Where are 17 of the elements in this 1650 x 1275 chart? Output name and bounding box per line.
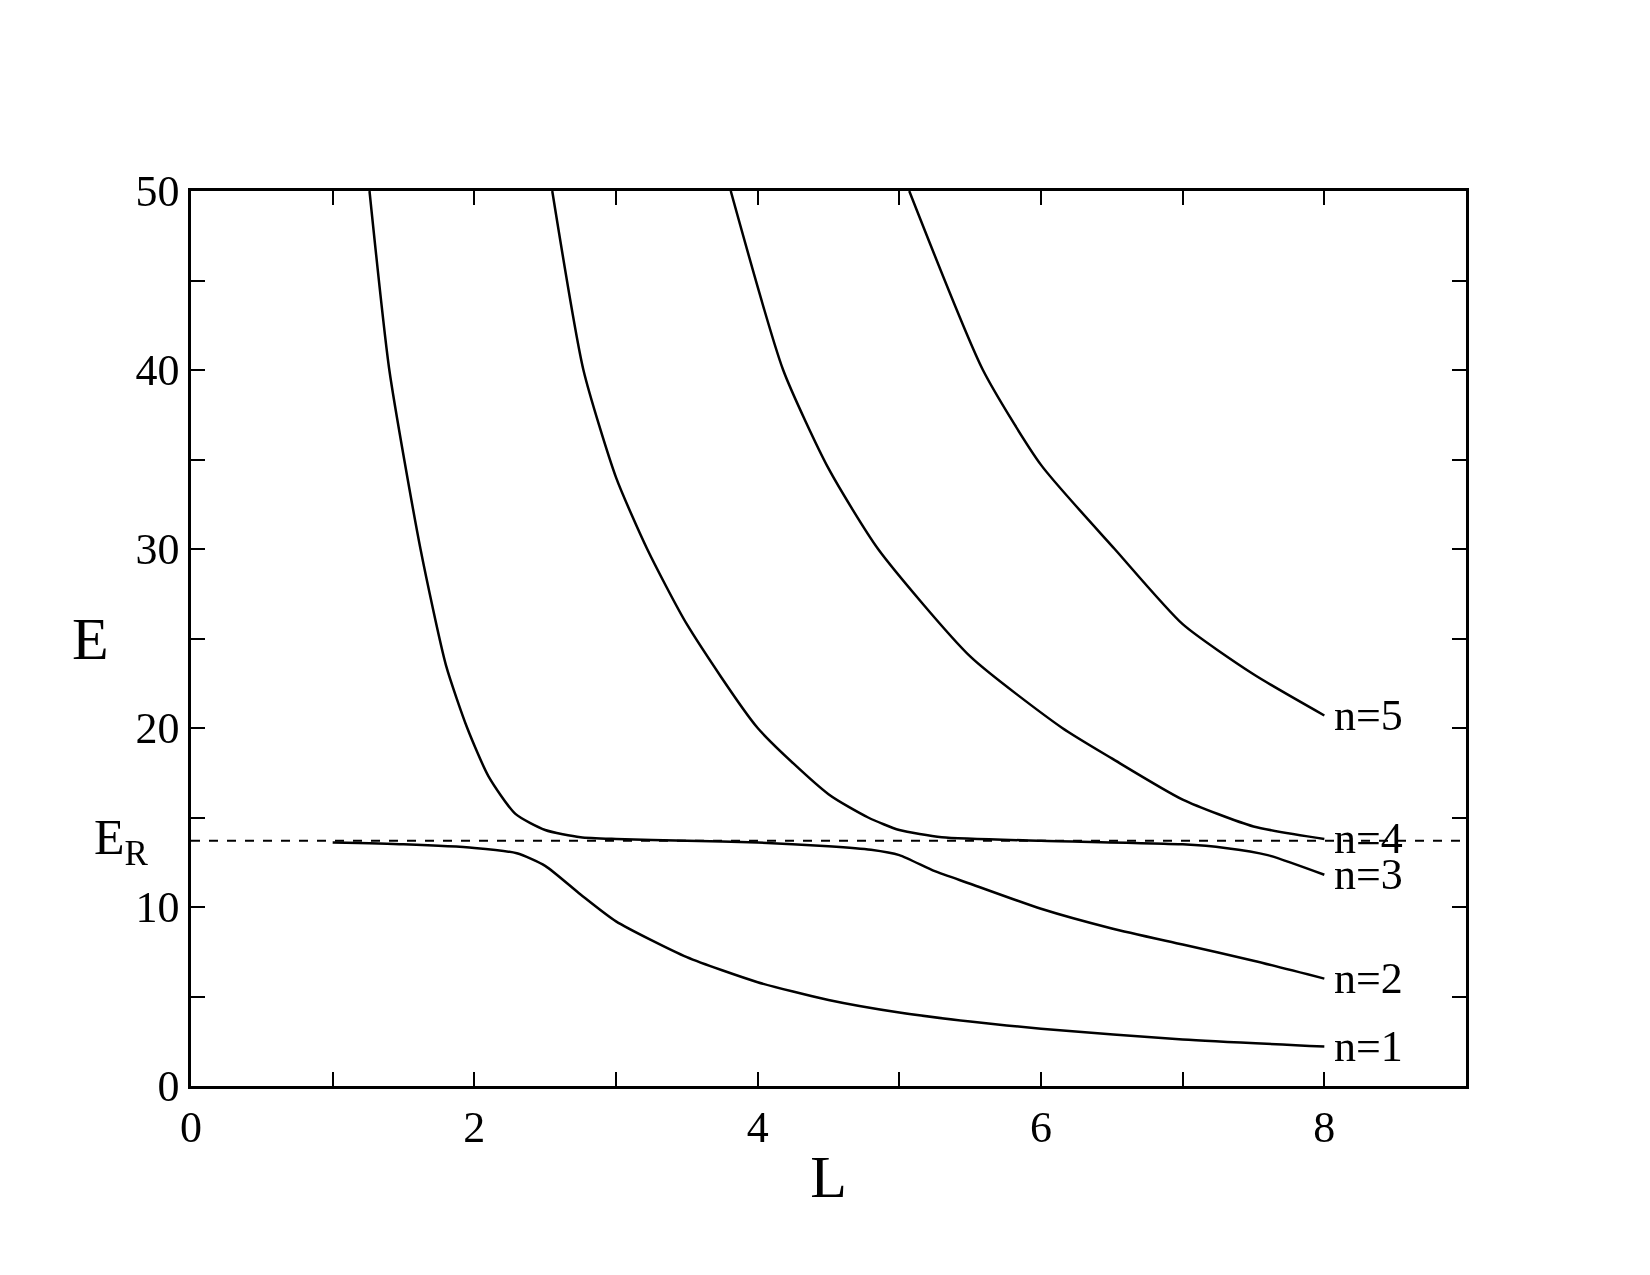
series-label: n=1: [1334, 1022, 1403, 1071]
x-tick-label: 4: [746, 1102, 769, 1152]
y-tick-label: 0: [157, 1062, 180, 1112]
x-tick-label: 6: [1030, 1102, 1052, 1152]
y-tick-label: 30: [135, 525, 180, 575]
y-tick-label: 10: [135, 883, 180, 933]
x-tick-label: 8: [1313, 1102, 1336, 1152]
y-axis-title: E: [72, 606, 109, 672]
y-tick-label: 20: [135, 704, 180, 754]
x-tick-label: 2: [463, 1102, 486, 1152]
x-axis-title: L: [810, 1144, 847, 1211]
y-tick-label: 40: [135, 346, 180, 396]
legend-label: n=2: [1334, 954, 1403, 1003]
legend-label: n=5: [1334, 691, 1403, 740]
ref-line-label: E$_{R}$: [94, 809, 149, 873]
y-tick-label: 50: [135, 167, 180, 217]
line-series: [908, 191, 1326, 717]
